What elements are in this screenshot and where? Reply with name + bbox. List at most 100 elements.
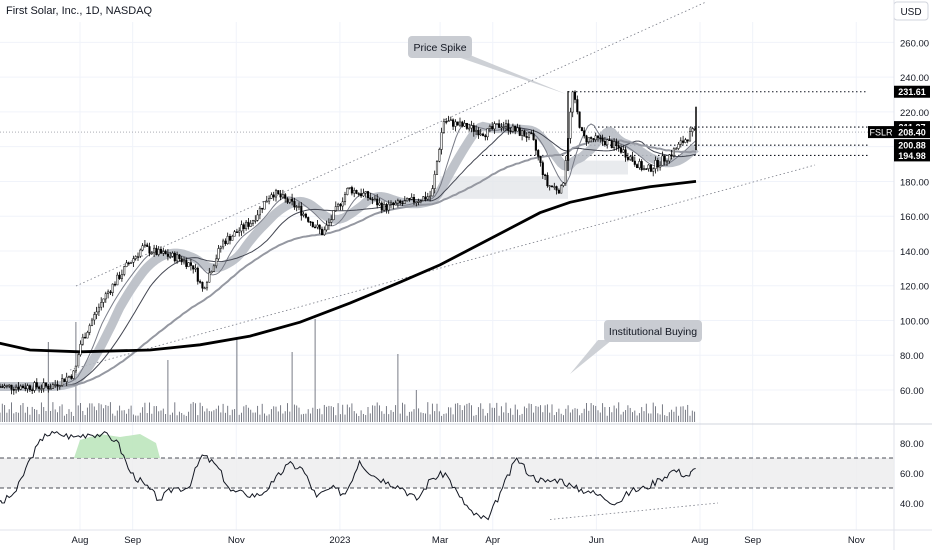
candle-body [447,120,450,123]
candle-body [291,198,294,202]
candle-body [640,161,643,171]
candle-body [438,149,441,162]
candle-body [286,198,289,203]
candle-body [481,133,485,136]
candle-body [327,222,330,226]
candle-body [548,185,551,188]
candle-body [613,141,616,149]
candle-body [470,125,473,129]
rsi-y-tick-label: 80.00 [900,439,924,450]
candle-body [652,168,655,172]
candle-body [0,386,2,388]
candle-body [17,386,20,390]
candle-body [642,168,646,171]
callout-text-institutional-buying: Institutional Buying [609,326,697,338]
price-label-text: 200.88 [898,141,926,151]
candle-body [143,244,146,247]
candle-body [79,343,82,356]
candle-body [307,217,310,222]
candle-body [654,160,657,169]
currency-label: USD [900,7,921,18]
price-label-box [894,85,930,98]
x-tick-label: 2023 [329,535,350,546]
candle-body [675,148,678,150]
candle-body [562,182,565,186]
candle-body [21,385,25,389]
candle-body [389,202,393,205]
candle-body [341,201,344,207]
callout-pointer [570,340,612,374]
y-tick-label: 100.00 [900,316,929,327]
candle-body [61,378,64,386]
candle-body [431,188,434,197]
candle-body [500,126,503,129]
x-tick-label: Nov [228,535,245,546]
candle-body [288,198,291,203]
candle-body [277,190,280,195]
price-label-text: 231.61 [898,87,926,97]
candle-body [12,389,15,391]
candle-body [380,202,383,211]
y-tick-label: 240.00 [900,73,929,84]
candle-body [638,161,641,169]
candle-body [35,382,38,388]
candle-body [1,386,4,388]
candle-body [378,202,381,206]
candle-body [113,283,117,286]
candle-body [419,200,422,203]
candle-body [445,121,448,123]
candle-body [417,201,420,203]
candle-body [185,260,188,267]
candle-body [610,140,613,149]
candle-body [433,174,436,189]
candle-body [127,262,130,265]
candle-body [270,194,273,199]
candle-body [357,193,360,195]
y-tick-label: 180.00 [900,177,929,188]
candle-body [178,254,181,259]
moving-averages [0,121,699,391]
candle-body [325,224,328,231]
candle-body [70,375,73,379]
candle-body [304,213,307,218]
candle-body [81,336,84,345]
candle-body [136,255,140,258]
channel-lower [69,164,816,371]
candle-body [360,193,363,197]
candle-body [205,281,209,289]
candle-body [284,194,287,199]
candle-body [617,145,620,149]
candle-body [596,135,600,138]
candle-body [679,140,682,145]
candle-body [139,249,142,257]
candle-body [429,195,432,198]
candle-body [396,200,399,204]
candle-body [5,384,8,387]
candle-body [97,306,100,313]
y-tick-label: 140.00 [900,247,929,258]
candle-body [194,267,197,270]
candle-body [182,260,186,263]
candle-body [245,221,248,229]
candle-body [24,387,27,390]
candle-body [399,200,402,204]
candle-body [189,262,192,266]
candle-body [180,258,183,263]
candle-body [323,229,326,236]
candle-body [475,129,478,132]
candle-body [332,210,335,221]
candle-body [40,388,43,390]
candle-body [541,162,544,176]
y-tick-label: 220.00 [900,108,929,119]
ma-fast [0,123,697,387]
candle-body [682,140,685,143]
candle-body [279,193,282,198]
candle-body [146,244,149,247]
candle-body [619,147,623,153]
candle-body [261,207,264,210]
candle-body [539,156,542,163]
candle-body [383,204,386,211]
candle-body [134,256,137,259]
candle-body [408,198,411,200]
price-label-box [894,139,930,152]
